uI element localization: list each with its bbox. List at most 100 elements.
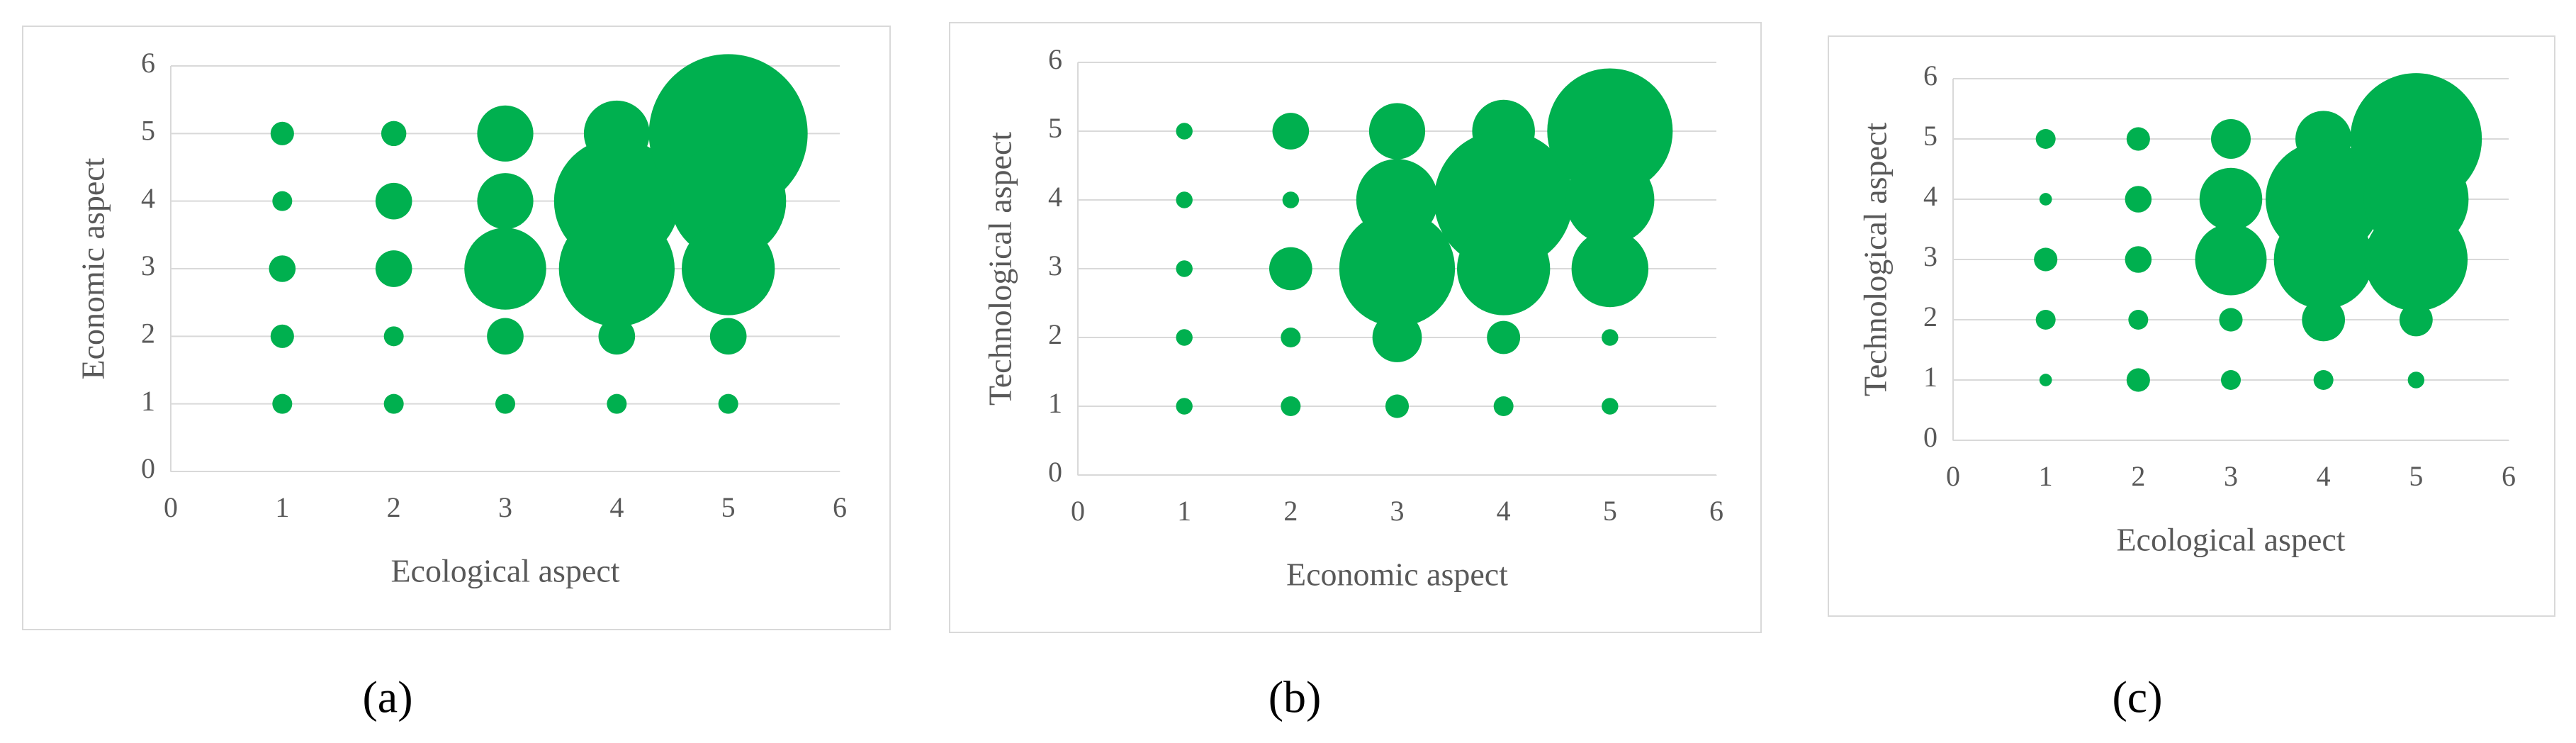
bubble: [1339, 211, 1456, 327]
bubble: [2039, 374, 2052, 386]
bubble: [2039, 193, 2052, 206]
bubble: [1368, 103, 1426, 160]
bubble: [269, 255, 296, 282]
bubble: [381, 121, 407, 147]
bubble: [1176, 329, 1193, 346]
bubble: [718, 393, 738, 414]
bubble: [464, 228, 546, 310]
y-tick-label: 3: [141, 250, 155, 281]
x-tick-label: 0: [164, 491, 178, 523]
x-tick-label: 4: [609, 491, 624, 523]
bubble: [383, 393, 404, 414]
bubble: [1565, 155, 1655, 245]
y-tick-label: 4: [141, 182, 155, 214]
y-axis-title: Technological aspect: [1857, 123, 1894, 397]
bubble: [598, 318, 636, 355]
bubble: [2128, 310, 2149, 330]
x-tick-label: 5: [2409, 460, 2423, 492]
x-tick-label: 2: [2131, 460, 2145, 492]
bubble: [2364, 208, 2468, 311]
bubble: [2125, 246, 2152, 273]
x-tick-label: 1: [2039, 460, 2053, 492]
x-tick-label: 3: [498, 491, 512, 523]
y-tick-label: 5: [1048, 112, 1062, 144]
x-tick-label: 3: [1390, 495, 1405, 527]
bubble: [477, 173, 534, 230]
bubble: [2195, 223, 2267, 296]
x-tick-label: 3: [2224, 460, 2238, 492]
y-tick-label: 0: [1923, 421, 1937, 453]
bubble: [272, 191, 293, 211]
bubble: [2221, 370, 2241, 390]
y-tick-label: 6: [141, 47, 155, 79]
bubble: [558, 211, 675, 327]
bubble: [1487, 320, 1521, 354]
x-tick-label: 6: [1709, 495, 1723, 527]
bubble: [1281, 396, 1301, 416]
x-tick-label: 1: [1177, 495, 1191, 527]
y-tick-label: 1: [1048, 387, 1062, 419]
bubble: [1547, 68, 1673, 194]
bubble: [375, 250, 412, 287]
bubble: [2407, 372, 2425, 389]
bubble: [2199, 167, 2263, 231]
bubble: [1602, 398, 1619, 415]
x-tick-label: 6: [833, 491, 847, 523]
bubble: [2313, 370, 2334, 390]
y-tick-label: 4: [1048, 181, 1062, 213]
y-tick-label: 3: [1923, 240, 1937, 272]
bubble: [477, 105, 534, 162]
bubble: [1176, 398, 1193, 415]
y-tick-label: 0: [141, 452, 155, 484]
bubble: [487, 318, 524, 355]
bubble: [2125, 186, 2152, 213]
x-axis-title: Economic aspect: [1286, 557, 1508, 593]
bubble: [1602, 329, 1619, 346]
x-axis-title: Ecological aspect: [390, 553, 619, 589]
bubble: [682, 222, 775, 315]
bubble: [2219, 308, 2243, 332]
bubble: [1372, 313, 1422, 362]
panel-label: (b): [1269, 672, 1322, 722]
y-tick-label: 3: [1048, 250, 1062, 281]
bubble: [375, 182, 412, 220]
x-tick-label: 2: [1283, 495, 1298, 527]
x-tick-label: 2: [387, 491, 401, 523]
bubble: [1176, 191, 1193, 208]
bubble: [1281, 328, 1301, 347]
y-tick-label: 1: [141, 385, 155, 417]
bubble: [2211, 119, 2251, 159]
bubble: [2273, 210, 2373, 309]
x-tick-label: 0: [1071, 495, 1085, 527]
y-tick-label: 2: [1048, 318, 1062, 350]
bubble: [272, 393, 293, 414]
bubble: [2126, 127, 2150, 151]
bubble: [2126, 368, 2150, 392]
x-tick-label: 4: [1497, 495, 1511, 527]
bubble: [2034, 247, 2058, 272]
bubble: [270, 324, 294, 348]
bubble: [1176, 260, 1193, 277]
x-axis-title: Ecological aspect: [2116, 522, 2345, 558]
bubble: [1493, 396, 1514, 416]
y-tick-label: 2: [1923, 301, 1937, 333]
x-tick-label: 4: [2317, 460, 2331, 492]
bubble: [670, 143, 787, 259]
y-tick-label: 1: [1923, 361, 1937, 393]
bubble: [1282, 191, 1300, 208]
y-tick-label: 2: [141, 318, 155, 350]
y-tick-label: 5: [1923, 120, 1937, 152]
bubble: [607, 393, 627, 414]
panel-label: (a): [362, 672, 412, 722]
bubble: [2035, 129, 2056, 149]
bubble: [1176, 123, 1193, 140]
x-tick-label: 1: [275, 491, 289, 523]
panel-label: (c): [2112, 672, 2162, 722]
y-tick-label: 4: [1923, 180, 1937, 212]
bubble: [2399, 303, 2433, 337]
x-tick-label: 6: [2502, 460, 2516, 492]
y-tick-label: 5: [141, 115, 155, 147]
y-axis-title: Economic aspect: [75, 157, 111, 379]
y-tick-label: 0: [1048, 456, 1062, 488]
